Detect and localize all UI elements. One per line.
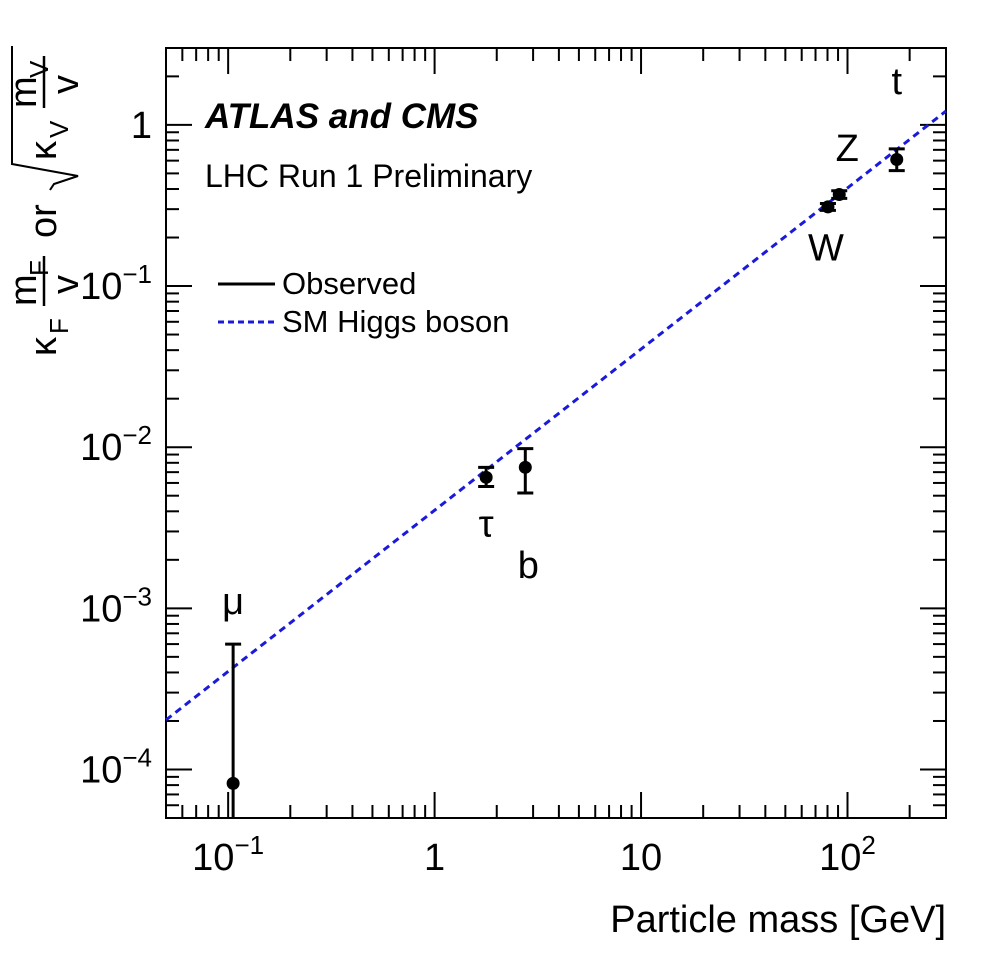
y-axis-title: κ F m F v or κ V m V v xyxy=(3,46,87,356)
sm-higgs-line xyxy=(165,109,947,722)
y-tick-label-1: 10−3 xyxy=(80,581,152,630)
particle-label-4: Z xyxy=(836,128,859,170)
y-title-m-v-sub: V xyxy=(24,60,54,78)
y-title-m-v: m xyxy=(3,76,45,108)
y-title-sqrt-sign xyxy=(11,46,79,191)
legend: Observed SM Higgs boson xyxy=(218,266,509,339)
x-tick-label-3: 102 xyxy=(819,830,876,879)
plot-frame xyxy=(165,47,947,819)
ticks-group: 10−1 1 10 102 10−4 10−3 10−2 10−1 1 xyxy=(80,47,947,879)
particle-label-5: t xyxy=(891,61,902,103)
particle-label-0: μ xyxy=(222,581,244,623)
chart-title: ATLAS and CMS xyxy=(204,97,479,136)
data-point-2 xyxy=(518,460,532,474)
y-tick-label-2: 10−2 xyxy=(80,420,152,469)
y-tick-label-3: 10−1 xyxy=(80,259,152,308)
data-point-4 xyxy=(832,187,846,201)
data-point-1 xyxy=(479,470,493,484)
y-tick-label-4: 1 xyxy=(131,105,152,147)
data-point-3 xyxy=(821,200,835,214)
plot-frame-group xyxy=(165,47,947,819)
y-title-m-f: m xyxy=(3,274,45,306)
legend-sm-label: SM Higgs boson xyxy=(282,304,509,339)
particle-label-2: b xyxy=(518,545,539,587)
y-title-v-f: v xyxy=(45,275,87,294)
x-tick-label-2: 10 xyxy=(620,837,662,879)
chart-subtitle: LHC Run 1 Preliminary xyxy=(205,158,532,194)
particle-label-1: τ xyxy=(479,504,494,546)
y-title-kappa-v: κ xyxy=(23,140,65,160)
data-point-5 xyxy=(890,152,904,166)
data-point-0 xyxy=(226,776,240,790)
y-tick-label-0: 10−4 xyxy=(80,742,152,791)
x-axis-title: Particle mass [GeV] xyxy=(610,899,946,941)
x-tick-label-1: 1 xyxy=(424,837,445,879)
x-tick-label-0: 10−1 xyxy=(192,830,264,879)
y-title-m-f-sub: F xyxy=(24,260,54,276)
y-title-kappa-v-sub: V xyxy=(44,120,74,138)
particle-label-3: W xyxy=(808,227,844,269)
y-title-kappa-f: κ xyxy=(23,336,65,356)
y-title-v-v: v xyxy=(45,75,87,94)
data-points-group: μ τb W Zt xyxy=(222,61,905,818)
y-title-kappa-f-sub: F xyxy=(44,318,74,334)
y-title-or: or xyxy=(23,204,65,238)
sm-line-group xyxy=(165,109,947,722)
legend-observed-label: Observed xyxy=(282,266,416,301)
